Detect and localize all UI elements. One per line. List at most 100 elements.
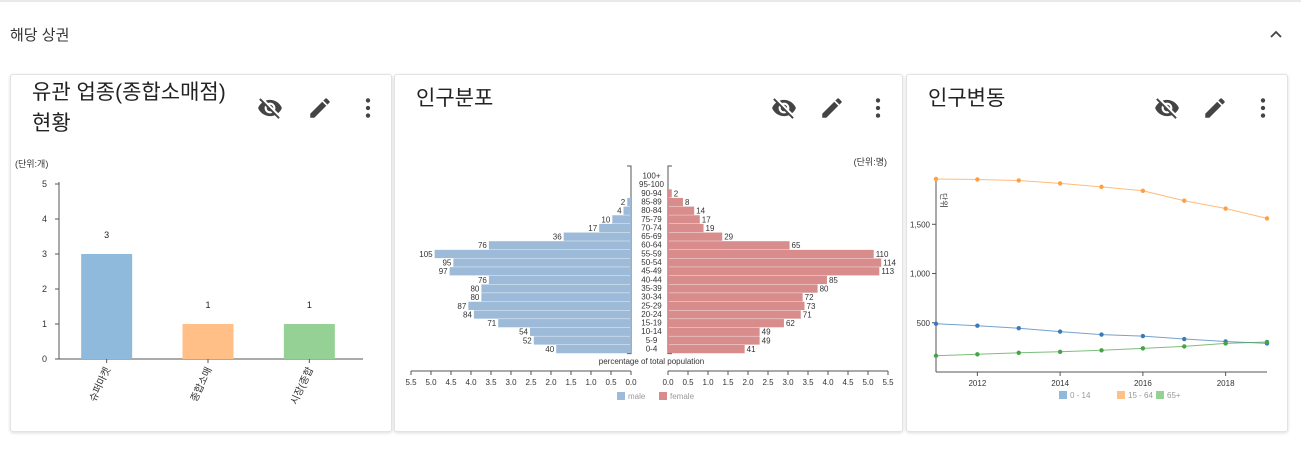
male-bar (468, 301, 631, 310)
series-point (1016, 178, 1021, 183)
male-bar (623, 206, 631, 215)
card-title: 인구분포 (416, 87, 494, 110)
age-group-label: 35-39 (641, 284, 662, 293)
male-bar (434, 249, 631, 259)
female-bar (668, 258, 882, 267)
x-tick-label: 2.5 (525, 378, 537, 387)
pencil-icon[interactable] (819, 95, 845, 121)
female-value-label: 14 (696, 207, 705, 216)
x-tick-label: 5.5 (405, 378, 417, 387)
more-vertical-icon[interactable] (865, 95, 891, 121)
male-value-label: 95 (442, 259, 451, 268)
card-population-distribution: 인구분포 (단위:명) 100+ 95-100 90-94 2 85-89 2 8 80-84 4… (394, 74, 903, 432)
female-value-label: 49 (762, 336, 771, 345)
x-tick-label: 2018 (1217, 379, 1235, 388)
male-value-label: 17 (588, 224, 597, 233)
female-value-label: 85 (829, 276, 838, 285)
female-value-label: 29 (724, 233, 733, 242)
series-point (1099, 184, 1104, 190)
female-bar (668, 284, 818, 293)
legend-label: 0 - 14 (1070, 391, 1091, 400)
age-group-label: 30-34 (641, 293, 662, 302)
age-group-label: 60-64 (641, 241, 662, 250)
female-bar (668, 327, 760, 336)
x-tick-label: 1.0 (585, 378, 597, 387)
age-group-label: 25-29 (641, 301, 662, 310)
business-count-chart: (단위:개) 0 1 2 3 4 5 3 슈퍼마켓 1 종합소매 1 시장(종합 (15, 159, 363, 407)
male-bar (533, 336, 631, 345)
male-bar (453, 258, 631, 267)
female-bar (668, 293, 803, 302)
male-value-label: 71 (487, 319, 496, 328)
y-tick-label: 4 (42, 214, 47, 224)
card-toolbar (257, 95, 377, 121)
chevron-up-icon[interactable] (1266, 24, 1286, 44)
age-group-label: 45-49 (641, 267, 662, 276)
x-tick-label: 4.0 (465, 378, 477, 387)
series-point (975, 177, 980, 182)
series-point (1140, 333, 1146, 339)
female-bar (668, 241, 790, 250)
card-title: 인구변동 (928, 87, 1006, 110)
x-tick-label: 시장(종합 (288, 365, 316, 406)
male-bar (612, 215, 631, 224)
female-bar (668, 215, 700, 224)
series-point (1099, 348, 1104, 353)
male-value-label: 10 (601, 215, 610, 224)
x-tick-label: 0.0 (625, 378, 637, 387)
age-group-label: 70-74 (641, 223, 662, 232)
female-value-label: 113 (881, 267, 894, 276)
x-tick-label: 4.5 (842, 378, 854, 387)
card-toolbar (771, 95, 891, 121)
male-value-label: 87 (457, 302, 466, 311)
age-group-label: 100+ (642, 172, 660, 181)
x-axis-label: percentage of total population (599, 357, 704, 366)
x-tick-label: 3.5 (485, 378, 497, 387)
eye-off-icon[interactable] (771, 95, 797, 121)
x-tick-label: 0.5 (682, 378, 694, 387)
series-point (1016, 350, 1021, 355)
male-value-label: 84 (463, 310, 472, 319)
y-tick-label: 3 (42, 249, 47, 259)
x-tick-label: 2012 (968, 379, 986, 388)
more-vertical-icon[interactable] (1250, 95, 1276, 121)
eye-off-icon[interactable] (1154, 95, 1180, 121)
series-point (1264, 339, 1270, 345)
y-tick-label: 2 (42, 284, 47, 294)
x-tick-label: 1.5 (722, 378, 734, 387)
bar-value-label: 1 (307, 300, 312, 310)
male-value-label: 97 (439, 267, 448, 276)
bar (283, 324, 335, 359)
age-group-label: 10-14 (641, 327, 662, 336)
pencil-icon[interactable] (1202, 95, 1228, 121)
male-bar (473, 310, 631, 319)
pencil-icon[interactable] (307, 95, 333, 121)
female-value-label: 73 (807, 302, 816, 311)
male-bar (488, 241, 631, 250)
x-tick-label: 2.5 (762, 378, 774, 387)
female-bar (668, 267, 880, 276)
age-group-label: 80-84 (641, 206, 662, 215)
male-value-label: 40 (545, 345, 554, 354)
unit-label: 단위 (939, 193, 949, 208)
series-point (1182, 344, 1187, 349)
card-title-line2: 현황 (32, 112, 71, 135)
more-vertical-icon[interactable] (355, 95, 381, 121)
age-group-label: 90-94 (641, 189, 662, 198)
card-population-change: 인구변동 단위 500 1,000 1,500 2012 2014 2016 2018 0 - … (906, 74, 1288, 432)
series-point (1223, 341, 1228, 346)
bar (81, 254, 133, 359)
x-tick-label: 0.5 (605, 378, 617, 387)
male-value-label: 76 (478, 276, 487, 285)
female-value-label: 65 (792, 241, 801, 250)
male-bar (563, 232, 631, 241)
female-bar (668, 345, 745, 354)
female-bar (668, 310, 801, 319)
series-point (1016, 325, 1021, 331)
eye-off-icon[interactable] (257, 95, 283, 121)
series-point (1140, 188, 1146, 194)
male-value-label: 80 (470, 284, 479, 293)
male-bar (599, 223, 631, 233)
female-value-label: 49 (762, 328, 771, 337)
x-tick-label: 2.0 (742, 378, 754, 387)
